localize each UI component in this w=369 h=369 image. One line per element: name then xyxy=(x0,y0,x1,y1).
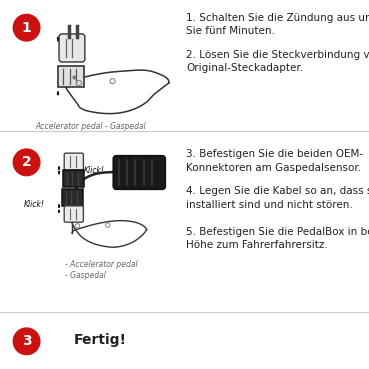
Text: Klick!: Klick! xyxy=(23,200,44,209)
Text: Klick!: Klick! xyxy=(84,166,105,175)
FancyBboxPatch shape xyxy=(63,170,84,187)
Circle shape xyxy=(13,14,40,41)
Text: 5. Befestigen Sie die PedalBox in bequemer
Höhe zum Fahrerfahrersitz.: 5. Befestigen Sie die PedalBox in bequem… xyxy=(186,227,369,250)
Text: 1: 1 xyxy=(22,21,31,35)
FancyBboxPatch shape xyxy=(64,206,83,222)
Circle shape xyxy=(13,149,40,176)
Text: 2. Lösen Sie die Steckverbindung vom
Original-Steckadapter.: 2. Lösen Sie die Steckverbindung vom Ori… xyxy=(186,50,369,73)
Text: 4. Legen Sie die Kabel so an, dass sie fest
installiert sind und nicht stören.: 4. Legen Sie die Kabel so an, dass sie f… xyxy=(186,186,369,210)
Text: 2: 2 xyxy=(22,155,31,169)
Text: - Accelerator pedal
- Gaspedal: - Accelerator pedal - Gaspedal xyxy=(65,260,137,280)
Circle shape xyxy=(13,328,40,355)
FancyBboxPatch shape xyxy=(58,66,84,87)
FancyBboxPatch shape xyxy=(59,34,85,62)
Text: Accelerator pedal - Gaspedal: Accelerator pedal - Gaspedal xyxy=(35,122,146,131)
Text: 3: 3 xyxy=(22,334,31,348)
Text: 3. Befestigen Sie die beiden OEM-
Konnektoren am Gaspedalsensor.: 3. Befestigen Sie die beiden OEM- Konnek… xyxy=(186,149,363,173)
FancyBboxPatch shape xyxy=(113,156,165,189)
FancyBboxPatch shape xyxy=(64,153,83,170)
FancyBboxPatch shape xyxy=(62,189,83,206)
Text: 1. Schalten Sie die Zündung aus und warten
Sie fünf Minuten.: 1. Schalten Sie die Zündung aus und wart… xyxy=(186,13,369,36)
Text: Fertig!: Fertig! xyxy=(74,333,127,347)
